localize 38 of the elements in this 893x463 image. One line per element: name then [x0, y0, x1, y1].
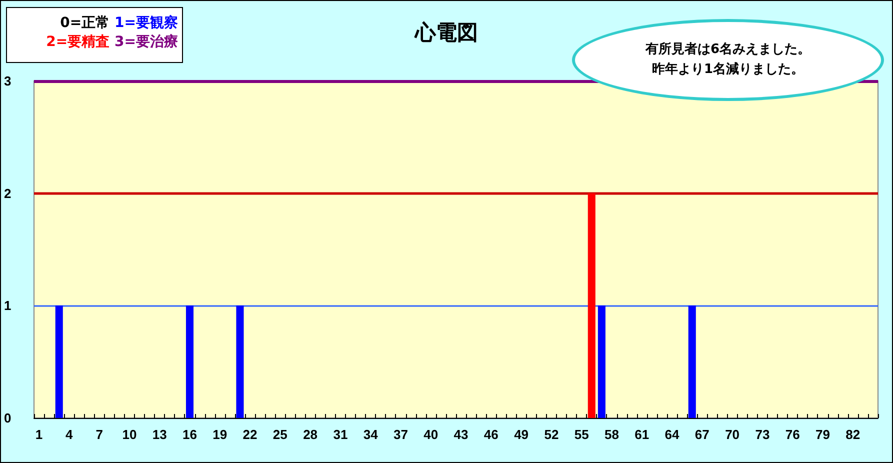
- x-tick-label: 10: [122, 427, 137, 442]
- x-tick-label: 34: [363, 427, 379, 442]
- x-tick-label: 55: [574, 427, 589, 442]
- x-tick-label: 4: [66, 427, 74, 442]
- text: 2=要精査: [46, 34, 110, 50]
- x-tick-label: 70: [725, 427, 740, 442]
- x-tick-label: 28: [303, 427, 318, 442]
- x-tick-label: 25: [272, 427, 288, 442]
- x-tick-label: 58: [604, 427, 619, 442]
- x-tick-label: 67: [694, 427, 710, 442]
- text: 0=正常: [60, 15, 110, 31]
- x-tick-label: 16: [182, 427, 197, 442]
- y-tick-label: 0: [4, 410, 12, 426]
- x-tick-label: 31: [333, 427, 348, 442]
- x-tick-label: 79: [816, 427, 830, 442]
- y-tick-label: 1: [4, 298, 12, 314]
- x-tick-label: 13: [152, 427, 167, 442]
- x-tick-label: 43: [454, 427, 468, 442]
- chart-title: 心電図: [414, 20, 478, 44]
- x-tick-label: 82: [846, 427, 860, 442]
- x-tick-label: 73: [755, 427, 770, 442]
- x-tick-label: 19: [212, 427, 228, 442]
- y-tick-label: 2: [4, 186, 12, 201]
- x-tick-label: 64: [664, 427, 680, 442]
- x-tick-label: 22: [242, 427, 258, 442]
- x-tick-label: 40: [424, 427, 438, 442]
- x-tick-label: 49: [514, 427, 529, 442]
- x-tick-label: 46: [484, 427, 498, 442]
- x-tick-label: 61: [634, 427, 650, 442]
- x-tick-label: 1: [35, 427, 43, 442]
- ellipse-callout: 有所見者は6名みえました。 昨年より1名減りました。: [572, 19, 884, 101]
- y-tick-label: 3: [4, 74, 12, 88]
- x-tick-label: 7: [96, 427, 103, 442]
- x-tick-label: 76: [785, 427, 800, 442]
- text: 3=要治療: [114, 34, 178, 50]
- x-tick-label: 37: [394, 427, 408, 442]
- x-tick-label: 52: [544, 427, 559, 442]
- text: 1=要観察: [114, 15, 178, 31]
